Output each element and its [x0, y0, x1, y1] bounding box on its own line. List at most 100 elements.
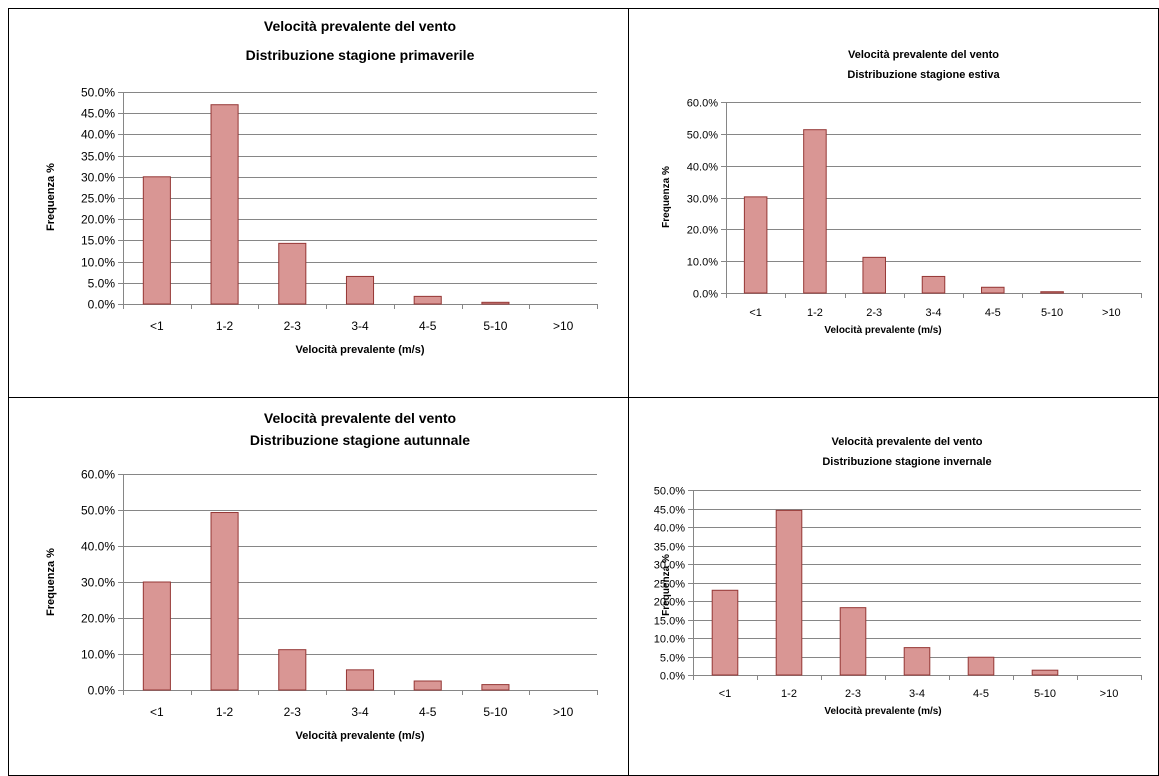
- x-category-label: >10: [553, 319, 574, 333]
- bar-autumn-3: [345, 669, 375, 691]
- x-category-label: 2-3: [845, 688, 861, 700]
- bar-summer-3: [921, 275, 946, 294]
- bar-autumn-4: [413, 680, 442, 691]
- y-tick-label: 10.0%: [81, 256, 115, 270]
- chart-panel-autumn: Velocità prevalente del vento Distribuzio…: [45, 410, 598, 742]
- chart-title-line: Distribuzione stagione invernale: [822, 456, 991, 468]
- chart-panel-spring: Velocità prevalente del vento Distribuzio…: [0, 0, 629, 398]
- x-category-label: 4-5: [973, 688, 989, 700]
- x-category-label: 4-5: [985, 307, 1001, 319]
- bar-summer-0: [743, 196, 768, 294]
- bar-winter-5: [1031, 669, 1059, 676]
- chart-title-line: Distribuzione stagione autunnale: [250, 432, 470, 448]
- x-category-label: <1: [150, 319, 164, 333]
- y-tick-label: 10.0%: [687, 257, 718, 269]
- x-category-label: 5-10: [483, 319, 507, 333]
- y-tick-label: 15.0%: [654, 616, 685, 628]
- bar-summer-4: [981, 286, 1005, 294]
- y-tick-label: 40.0%: [687, 162, 718, 174]
- x-category-label: 5-10: [1041, 307, 1063, 319]
- x-category-label: 3-4: [351, 319, 369, 333]
- y-tick-label: 0.0%: [88, 684, 116, 698]
- x-category-label: <1: [749, 307, 762, 319]
- y-tick-label: 0.0%: [88, 298, 116, 312]
- x-category-label: 1-2: [807, 307, 823, 319]
- y-tick-label: 40.0%: [81, 540, 115, 554]
- x-category-label: >10: [553, 705, 574, 719]
- y-tick-label: 50.0%: [654, 486, 685, 498]
- chart-title-line: Velocità prevalente del vento: [264, 410, 456, 426]
- y-tick-label: 50.0%: [81, 86, 115, 100]
- bar-spring-5: [481, 301, 510, 305]
- x-category-label: 2-3: [866, 307, 882, 319]
- x-category-label: 2-3: [284, 705, 302, 719]
- bar-winter-2: [839, 607, 867, 676]
- y-axis-label: Frequenza %: [661, 554, 672, 616]
- chart-title-line: Velocità prevalente del vento: [848, 49, 999, 61]
- y-tick-label: 50.0%: [81, 504, 115, 518]
- y-tick-label: 30.0%: [81, 171, 115, 185]
- y-tick-label: 5.0%: [660, 653, 685, 665]
- bar-autumn-2: [278, 649, 307, 691]
- chart-title-line: Distribuzione stagione estiva: [847, 69, 1000, 81]
- y-tick-label: 20.0%: [687, 225, 718, 237]
- x-axis-label: Velocità prevalente (m/s): [824, 325, 941, 336]
- x-category-label: 2-3: [284, 319, 302, 333]
- y-tick-label: 0.0%: [660, 671, 685, 683]
- x-category-label: 3-4: [926, 307, 942, 319]
- bar-winter-0: [711, 589, 739, 676]
- bar-summer-2: [862, 256, 886, 294]
- bar-spring-0: [142, 176, 171, 305]
- y-axis-label: Frequenza %: [45, 548, 57, 616]
- chart-title-line: Velocità prevalente del vento: [264, 18, 456, 34]
- y-tick-label: 0.0%: [693, 289, 718, 301]
- y-tick-label: 35.0%: [654, 542, 685, 554]
- bar-summer-5: [1040, 291, 1064, 294]
- x-category-label: 1-2: [216, 319, 234, 333]
- y-tick-label: 50.0%: [687, 130, 718, 142]
- x-category-label: 1-2: [781, 688, 797, 700]
- chart-autumn: Velocità prevalente del vento Distribuzio…: [45, 410, 598, 742]
- x-category-label: 5-10: [483, 705, 507, 719]
- x-category-label: 4-5: [419, 705, 437, 719]
- bar-winter-1: [775, 509, 803, 676]
- x-axis-label: Velocità prevalente (m/s): [824, 706, 941, 717]
- y-tick-label: 25.0%: [81, 192, 115, 206]
- bar-autumn-1: [210, 512, 239, 691]
- y-axis-label: Frequenza %: [661, 166, 672, 228]
- bar-spring-3: [345, 275, 375, 305]
- y-tick-label: 45.0%: [81, 107, 115, 121]
- chart-spring: Velocità prevalente del vento Distribuzio…: [45, 18, 598, 356]
- x-category-label: 5-10: [1034, 688, 1056, 700]
- bar-autumn-0: [142, 581, 171, 691]
- chart-title-line: Velocità prevalente del vento: [831, 436, 982, 448]
- y-tick-label: 5.0%: [88, 277, 116, 291]
- bar-spring-4: [413, 295, 442, 305]
- chart-title-line: Distribuzione stagione primaverile: [246, 47, 475, 63]
- chart-panel-summer: Velocità prevalente del vento Distribuzio…: [661, 49, 1142, 336]
- x-category-label: 1-2: [216, 705, 234, 719]
- bar-spring-2: [278, 242, 307, 305]
- y-tick-label: 30.0%: [81, 576, 115, 590]
- x-axis-label: Velocità prevalente (m/s): [296, 730, 425, 742]
- bar-summer-1: [803, 129, 827, 294]
- bar-spring-1: [210, 104, 239, 305]
- bar-autumn-5: [481, 684, 510, 691]
- y-tick-label: 60.0%: [687, 98, 718, 110]
- y-tick-label: 35.0%: [81, 150, 115, 164]
- y-tick-label: 30.0%: [687, 194, 718, 206]
- y-tick-label: 30.0%: [654, 560, 685, 572]
- x-category-label: >10: [1102, 307, 1121, 319]
- y-tick-label: 45.0%: [654, 505, 685, 517]
- y-tick-label: 20.0%: [81, 213, 115, 227]
- y-tick-label: 15.0%: [81, 234, 115, 248]
- y-tick-label: 10.0%: [81, 648, 115, 662]
- y-tick-label: 10.0%: [654, 634, 685, 646]
- y-tick-label: 25.0%: [654, 579, 685, 591]
- x-category-label: 3-4: [351, 705, 369, 719]
- bar-winter-4: [967, 656, 995, 676]
- x-axis-label: Velocità prevalente (m/s): [296, 344, 425, 356]
